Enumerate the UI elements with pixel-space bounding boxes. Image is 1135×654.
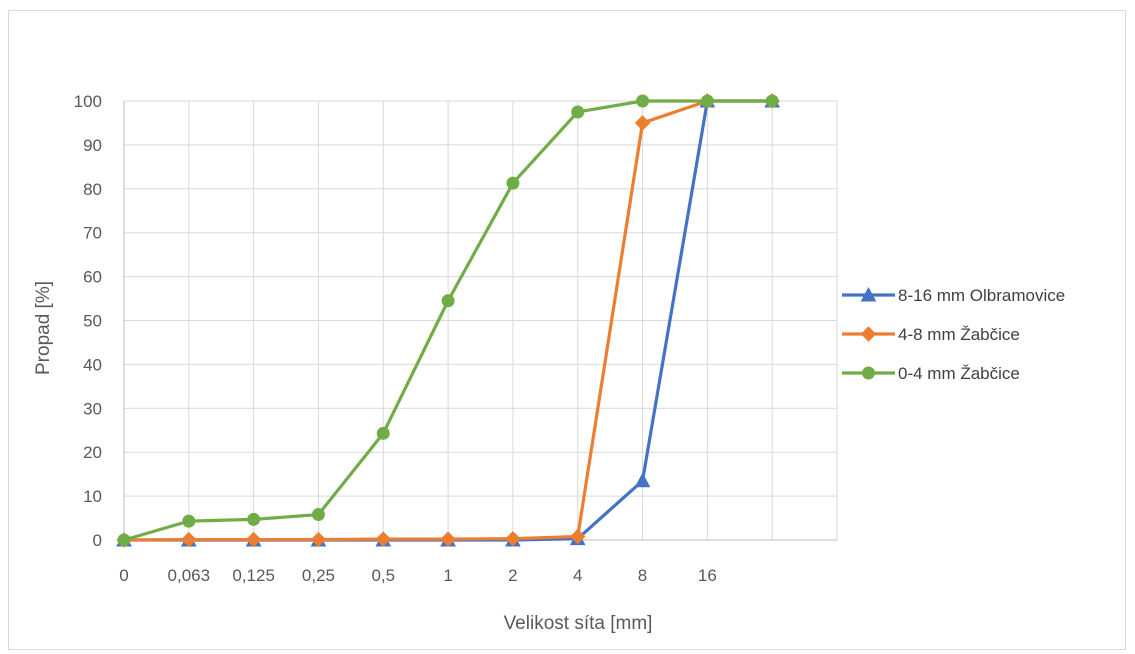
x-tick-label: 0,25 — [302, 566, 335, 585]
y-tick-label: 20 — [83, 443, 102, 462]
data-point — [181, 531, 197, 548]
data-point — [765, 94, 779, 108]
x-tick-label: 0,5 — [371, 566, 395, 585]
data-point — [505, 530, 521, 547]
legend-marker — [860, 286, 877, 302]
legend: 8-16 mm Olbramovice 4-8 mm Žabčice 0-4 mm … — [842, 286, 1065, 383]
data-point — [310, 531, 327, 548]
x-tick-label: 2 — [508, 566, 517, 585]
y-tick-label: 0 — [93, 531, 102, 550]
data-series — [116, 92, 781, 548]
y-tick-label: 10 — [83, 487, 102, 506]
data-point — [245, 531, 262, 548]
legend-label: 8-16 mm Olbramovice — [898, 286, 1065, 305]
gridlines — [124, 100, 838, 540]
axes: 0 10 20 30 40 50 60 70 80 90 100 0 0,063 0,125 0,25 0,5… — [74, 92, 837, 585]
line-chart: 0 10 20 30 40 50 60 70 80 90 100 0 0,063 0,125 0,25 0,5… — [33, 92, 1065, 634]
y-tick-label: 100 — [74, 92, 102, 111]
y-tick-label: 90 — [83, 136, 102, 155]
data-point — [570, 528, 586, 545]
legend-label: 0-4 mm Žabčice — [898, 364, 1020, 383]
data-point — [636, 94, 650, 108]
data-point — [634, 115, 651, 131]
x-tick-label: 8 — [638, 566, 647, 585]
data-point — [506, 176, 520, 190]
y-tick-label: 70 — [83, 224, 102, 243]
data-point — [376, 426, 390, 440]
y-tick-label: 60 — [83, 268, 102, 287]
data-point — [634, 472, 651, 488]
x-axis-title: Velikost síta [mm] — [504, 613, 653, 634]
legend-marker — [862, 366, 875, 380]
x-tick-label: 0,063 — [168, 566, 211, 585]
y-axis-title: Propad [%] — [33, 281, 54, 375]
legend-item: 4-8 mm Žabčice — [842, 325, 1020, 344]
data-point — [117, 533, 131, 547]
data-point — [375, 531, 391, 547]
legend-label: 4-8 mm Žabčice — [898, 325, 1020, 344]
data-point — [311, 508, 325, 522]
y-tick-label: 30 — [83, 399, 102, 418]
legend-marker — [860, 326, 877, 342]
data-point — [182, 514, 196, 528]
data-point — [247, 512, 261, 526]
x-tick-label: 1 — [443, 566, 452, 585]
data-point — [571, 105, 585, 119]
data-point — [700, 94, 714, 108]
x-tick-label: 16 — [698, 566, 717, 585]
series-circle — [117, 94, 779, 547]
x-tick-label: 0,125 — [232, 566, 275, 585]
legend-item: 8-16 mm Olbramovice — [842, 286, 1065, 305]
y-tick-label: 40 — [83, 355, 102, 374]
legend-item: 0-4 mm Žabčice — [842, 364, 1020, 383]
y-tick-label: 80 — [83, 180, 102, 199]
y-tick-label: 50 — [83, 312, 102, 331]
data-point — [440, 531, 456, 547]
chart-frame: 0 10 20 30 40 50 60 70 80 90 100 0 0,063 0,125 0,25 0,5… — [8, 10, 1126, 650]
data-point — [441, 294, 455, 308]
x-tick-label: 4 — [573, 566, 582, 585]
x-tick-label: 0 — [119, 566, 128, 585]
